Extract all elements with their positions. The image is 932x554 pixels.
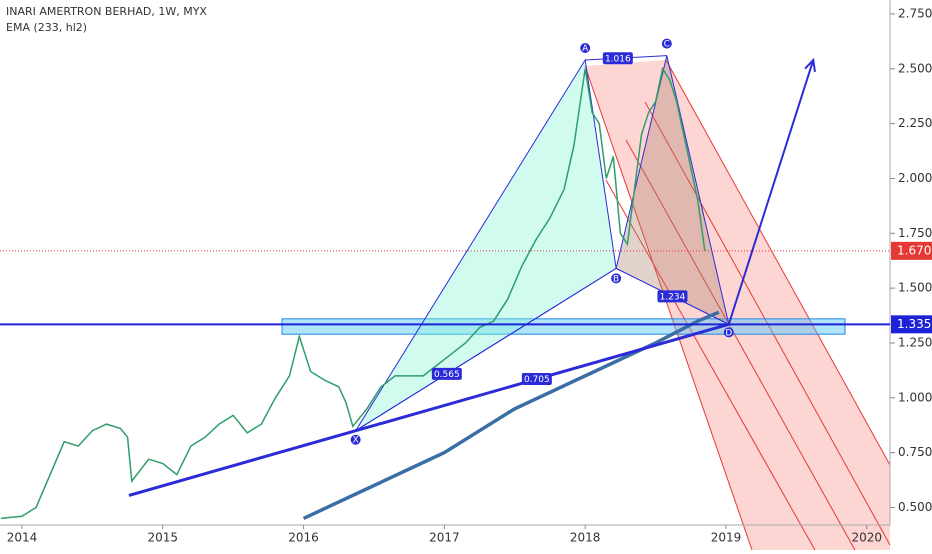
pitchfork-fill [585,60,890,550]
ratio-label: 0.705 [524,375,550,385]
x-tick-label: 2019 [711,531,742,545]
y-tick-label: 1.500 [898,281,932,295]
support-zone [281,318,846,335]
ratio-label: 0.565 [434,370,460,380]
y-tick-label: 2.500 [898,61,932,75]
pitchfork-line [584,65,753,551]
y-tick-label: 1.000 [898,390,932,404]
point-label: C [664,40,670,50]
projection-arrow [727,59,815,325]
point-badge [611,273,622,284]
point-badge [661,38,672,49]
harmonic-xab [355,58,617,432]
chart-title: INARI AMERTRON BERHAD, 1W, MYX [6,5,207,18]
x-tick-label: 2015 [147,531,178,545]
arrow-head [804,57,816,73]
pitchfork-line [665,59,891,466]
y-tick-label: 2.250 [898,116,932,130]
y-tick-label: 2.000 [898,171,932,185]
ratio-label: 1.016 [605,54,631,64]
ratio-box [657,290,688,303]
x-tick-label: 2020 [851,531,882,545]
y-tick-label: 1.250 [898,335,932,349]
x-tick-label: 2018 [570,531,601,545]
x-tick-label: 2017 [429,531,460,545]
point-label: X [353,436,359,446]
ratio-label: 1.234 [660,292,686,302]
ratio-box [602,52,633,65]
price-label: 1.335 [897,317,931,331]
point-badge [350,434,361,445]
point-badge [580,43,591,54]
pitchfork-line [605,179,816,551]
price-label: 1.670 [897,243,931,257]
y-tick-label: 0.750 [898,445,932,459]
ratio-box [431,367,462,380]
ratio-box [521,373,552,386]
chart-subtitle: EMA (233, hl2) [6,21,87,34]
price-line [0,66,706,520]
x-tick-label: 2016 [288,531,319,545]
y-tick-label: 0.500 [898,500,932,514]
price-label-box [891,315,932,334]
point-label: D [725,328,732,338]
pattern-leg [355,267,617,432]
price-label-box [891,241,932,260]
pitchfork-line [625,139,856,551]
y-tick-label: 1.750 [898,226,932,240]
point-label: A [582,44,589,54]
y-tick-label: 2.750 [898,6,932,20]
x-tick-label: 2014 [7,531,38,545]
trendline [128,322,730,497]
point-label: B [613,274,619,284]
point-badge [723,327,734,338]
pitchfork [584,59,891,551]
